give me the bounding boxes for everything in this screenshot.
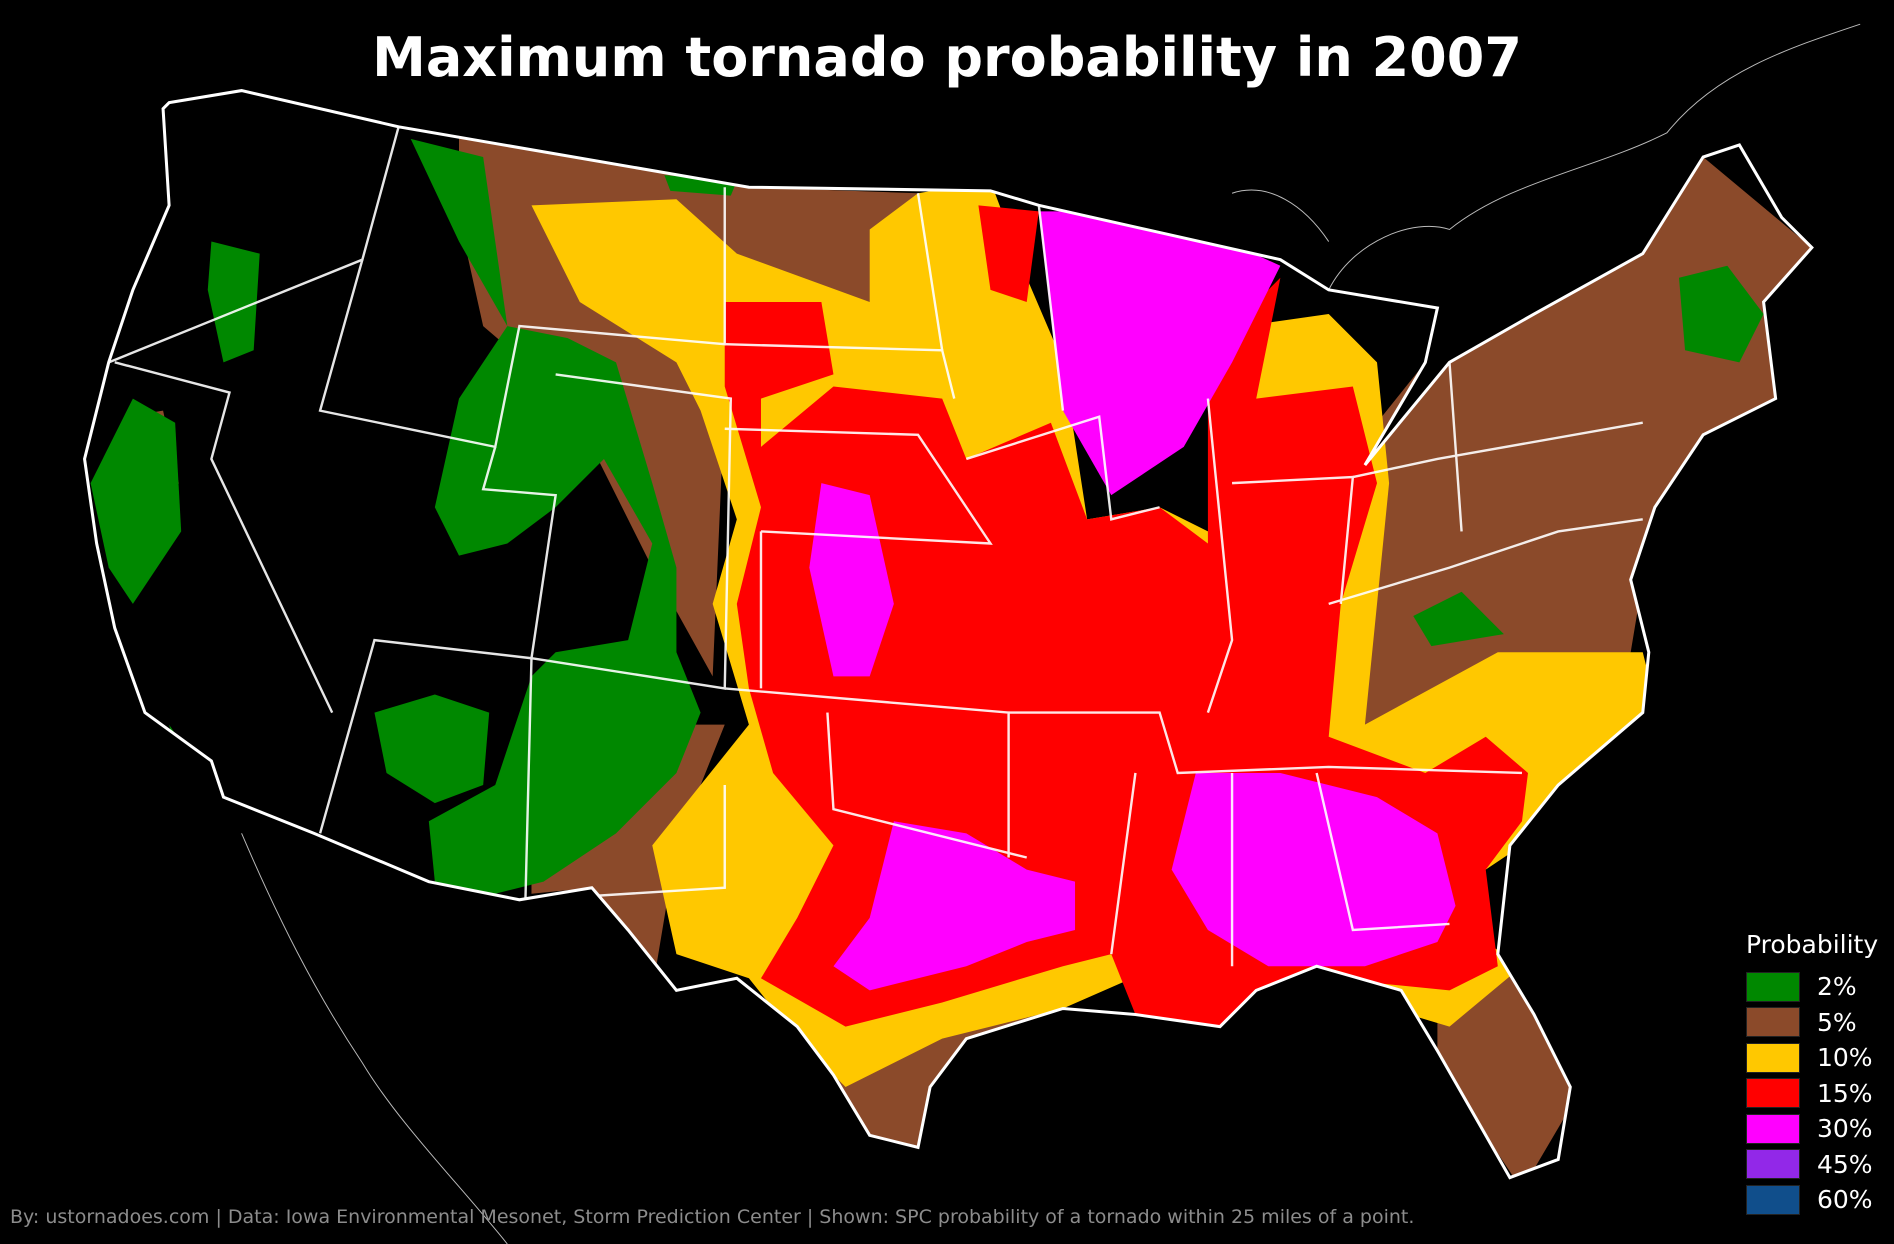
coastline-context	[241, 23, 1861, 1244]
legend-swatch	[1746, 1149, 1800, 1180]
credit-line: By: ustornadoes.com | Data: Iowa Environ…	[10, 1206, 1415, 1228]
state-borders	[108, 126, 1643, 967]
legend-item: 60%	[1746, 1182, 1894, 1218]
legend-item: 2%	[1746, 969, 1894, 1005]
legend-label: 2%	[1817, 972, 1857, 1002]
legend-label: 45%	[1817, 1149, 1873, 1179]
legend-item: 45%	[1746, 1147, 1894, 1183]
legend-swatch	[1746, 1042, 1800, 1073]
legend-swatch	[1746, 1078, 1800, 1109]
legend-label: 30%	[1817, 1114, 1873, 1144]
legend-item: 30%	[1746, 1111, 1894, 1147]
map-title: Maximum tornado probability in 2007	[372, 26, 1522, 89]
probability-regions	[84, 90, 1812, 1178]
legend-item: 10%	[1746, 1040, 1894, 1076]
legend-label: 15%	[1817, 1078, 1873, 1108]
region-2pct	[90, 138, 1764, 894]
legend-title: Probability	[1746, 930, 1879, 959]
legend-swatch	[1746, 1184, 1800, 1215]
legend-item: 15%	[1746, 1076, 1894, 1112]
legend-item: 5%	[1746, 1005, 1894, 1041]
legend-label: 60%	[1817, 1185, 1873, 1215]
legend-label: 10%	[1817, 1043, 1873, 1073]
legend-swatch	[1746, 1007, 1800, 1038]
legend-label: 5%	[1817, 1007, 1857, 1037]
legend-swatch	[1746, 1113, 1800, 1144]
legend-swatch	[1746, 971, 1800, 1002]
legend: Probability 2% 5% 10% 15% 30% 45% 60%	[1746, 930, 1894, 1218]
